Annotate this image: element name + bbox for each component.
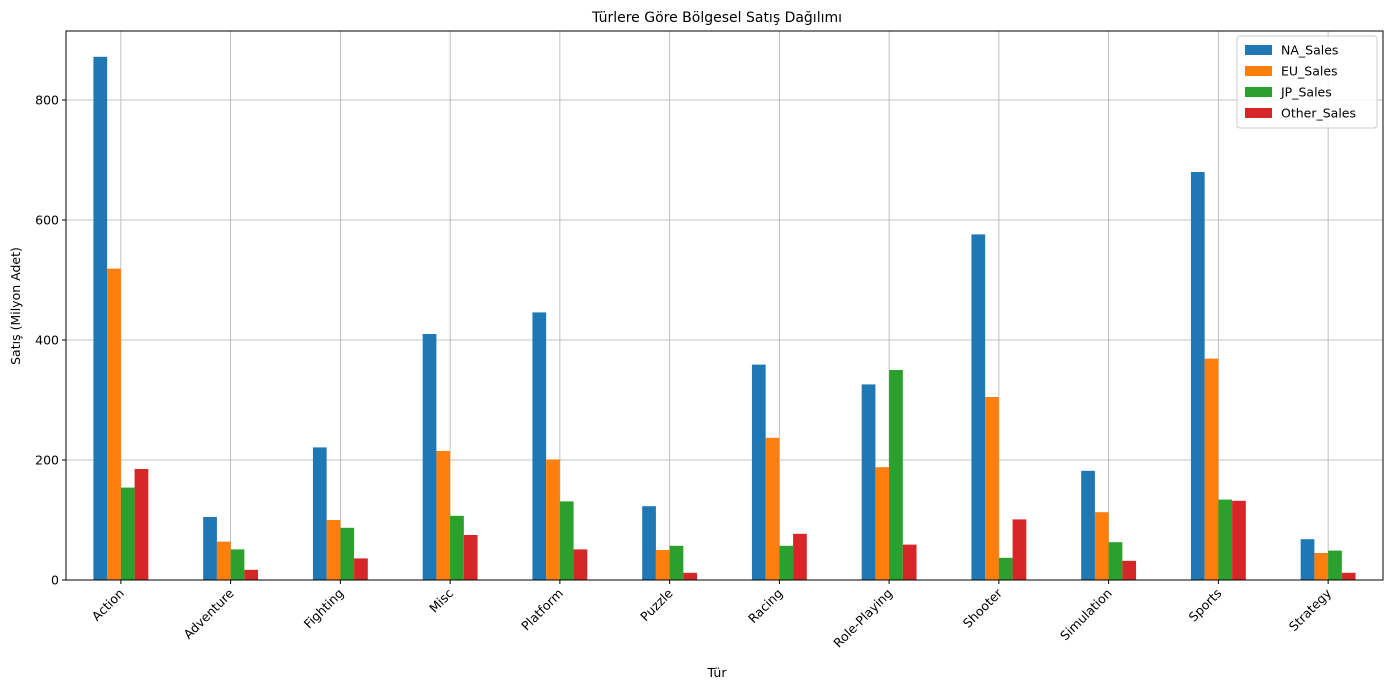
- bar-JP_Sales-Action: [120, 487, 135, 580]
- legend-label-JP_Sales: JP_Sales: [1280, 85, 1332, 100]
- bar-EU_Sales-Adventure: [216, 541, 231, 580]
- chart-title: Türlere Göre Bölgesel Satış Dağılımı: [591, 10, 842, 26]
- bar-JP_Sales-Shooter: [998, 557, 1013, 580]
- x-tick-label: Adventure: [180, 585, 237, 642]
- bar-JP_Sales-Racing: [779, 545, 794, 580]
- bar-NA_Sales-Fighting: [312, 447, 327, 580]
- bar-JP_Sales-Role-Playing: [889, 370, 903, 580]
- bar-NA_Sales-Action: [93, 56, 108, 581]
- bar-Other_Sales-Platform: [573, 549, 588, 580]
- bar-Other_Sales-Fighting: [354, 558, 368, 580]
- bar-JP_Sales-Strategy: [1328, 550, 1342, 580]
- bar-EU_Sales-Strategy: [1314, 553, 1329, 580]
- bar-NA_Sales-Simulation: [1081, 470, 1095, 580]
- x-tick-label: Puzzle: [637, 585, 676, 624]
- y-axis: 0 200 400 600 800: [35, 93, 66, 588]
- bar-Other_Sales-Simulation: [1122, 560, 1137, 580]
- x-tick-label: Sports: [1186, 586, 1225, 625]
- legend-label-NA_Sales: NA_Sales: [1281, 43, 1338, 58]
- y-tick-label: 400: [35, 333, 59, 348]
- bar-NA_Sales-Role-Playing: [861, 384, 876, 580]
- bar-EU_Sales-Fighting: [326, 520, 341, 580]
- y-tick-label: 600: [35, 213, 59, 228]
- legend-swatch-EU_Sales: [1245, 66, 1272, 76]
- y-axis-label: Satış (Milyon Adet): [8, 247, 23, 365]
- bar-Other_Sales-Puzzle: [683, 572, 698, 580]
- bar-NA_Sales-Platform: [532, 312, 547, 580]
- bar-NA_Sales-Puzzle: [642, 506, 656, 580]
- x-tick-label: Platform: [518, 586, 566, 634]
- x-tick-label: Racing: [745, 586, 786, 627]
- bar-JP_Sales-Sports: [1218, 499, 1233, 580]
- x-tick-label: Misc: [426, 585, 456, 615]
- bar-NA_Sales-Misc: [422, 334, 437, 580]
- bar-NA_Sales-Sports: [1190, 172, 1205, 580]
- x-axis: Action Adventure Fighting Misc Platform Puzzl…: [89, 580, 1335, 650]
- bar-EU_Sales-Action: [107, 268, 121, 580]
- bar-Other_Sales-Action: [134, 469, 149, 580]
- bar-Other_Sales-Role-Playing: [902, 544, 917, 580]
- y-tick-label: 0: [51, 573, 59, 588]
- bar-EU_Sales-Role-Playing: [875, 467, 890, 580]
- bar-EU_Sales-Misc: [436, 451, 451, 580]
- bar-EU_Sales-Simulation: [1094, 512, 1109, 580]
- bar-Other_Sales-Strategy: [1341, 572, 1356, 580]
- bar-NA_Sales-Shooter: [971, 234, 986, 580]
- x-tick-label: Fighting: [301, 586, 347, 632]
- bar-Other_Sales-Misc: [463, 535, 478, 580]
- legend-swatch-Other_Sales: [1245, 108, 1272, 118]
- bar-EU_Sales-Shooter: [985, 397, 999, 580]
- bar-NA_Sales-Adventure: [203, 517, 217, 580]
- bar-JP_Sales-Platform: [559, 501, 574, 580]
- bar-EU_Sales-Puzzle: [655, 550, 670, 580]
- bar-JP_Sales-Fighting: [340, 527, 355, 580]
- bar-JP_Sales-Misc: [450, 515, 464, 580]
- x-tick-label: Role-Playing: [830, 586, 895, 651]
- legend-label-Other_Sales: Other_Sales: [1281, 106, 1356, 121]
- x-tick-label: Simulation: [1057, 586, 1115, 644]
- legend-swatch-NA_Sales: [1245, 45, 1272, 55]
- x-tick-label: Strategy: [1286, 585, 1335, 634]
- bar-Other_Sales-Shooter: [1012, 519, 1027, 580]
- bar-EU_Sales-Sports: [1204, 358, 1219, 580]
- bar-EU_Sales-Racing: [765, 437, 780, 580]
- bar-Other_Sales-Sports: [1232, 500, 1246, 580]
- bar-Other_Sales-Adventure: [244, 569, 259, 580]
- bar-JP_Sales-Puzzle: [669, 545, 684, 580]
- legend-box: [1236, 35, 1378, 129]
- y-tick-label: 200: [35, 453, 59, 468]
- bar-EU_Sales-Platform: [546, 459, 560, 580]
- x-axis-label: Tür: [707, 665, 728, 680]
- legend-label-EU_Sales: EU_Sales: [1281, 64, 1338, 79]
- bar-JP_Sales-Simulation: [1108, 542, 1123, 580]
- bar-NA_Sales-Racing: [751, 364, 766, 580]
- y-tick-label: 800: [35, 93, 59, 108]
- x-tick-label: Action: [89, 586, 127, 624]
- legend: NA_Sales EU_Sales JP_Sales Other_Sales: [1236, 35, 1378, 129]
- plot-frame: [65, 30, 1384, 581]
- bar-JP_Sales-Adventure: [230, 549, 245, 580]
- bar-Other_Sales-Racing: [793, 533, 807, 580]
- bar-NA_Sales-Strategy: [1300, 539, 1315, 580]
- x-tick-label: Shooter: [960, 585, 1006, 631]
- bars: [93, 56, 1356, 581]
- grid-lines: [66, 31, 1383, 581]
- legend-swatch-JP_Sales: [1245, 87, 1272, 97]
